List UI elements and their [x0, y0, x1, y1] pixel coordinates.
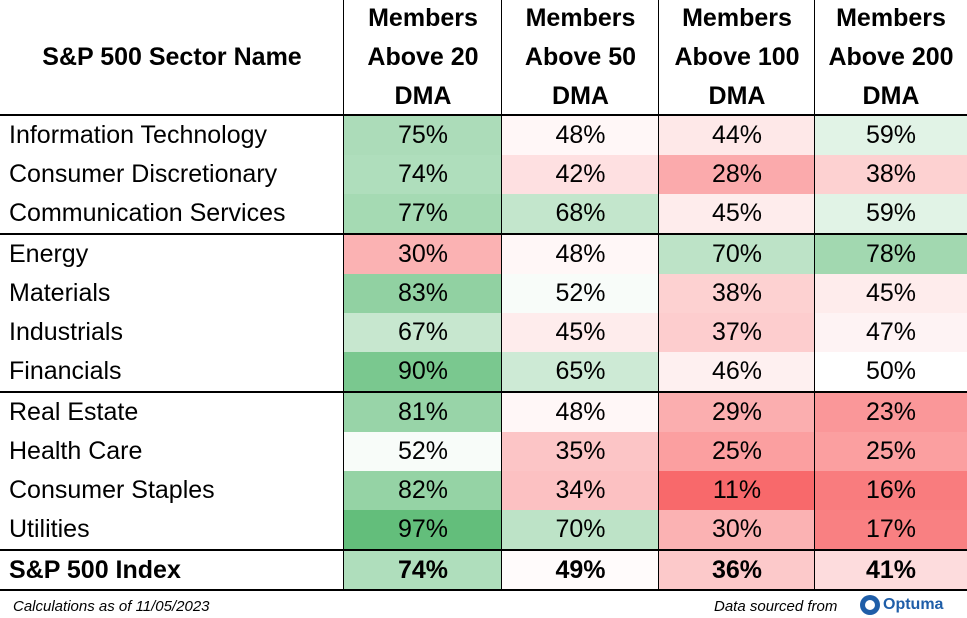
header-column-2: Members Above 50 DMA	[524, 3, 637, 110]
value-cell: 49%	[502, 551, 659, 589]
value-cell: 44%	[659, 116, 815, 155]
value-cell: 29%	[659, 393, 815, 432]
value-cell: 74%	[344, 155, 502, 194]
value-cell: 82%	[344, 471, 502, 510]
group-divider	[0, 233, 967, 235]
value-cell: 35%	[502, 432, 659, 471]
optuma-logo-text: Optuma	[883, 596, 944, 613]
header-sector-name: S&P 500 Sector Name	[42, 42, 302, 71]
value-cell: 37%	[659, 313, 815, 352]
value-cell: 48%	[502, 393, 659, 432]
value-cell: 28%	[659, 155, 815, 194]
value-cell: 67%	[344, 313, 502, 352]
value-cell: 41%	[815, 551, 967, 589]
sector-name: Communication Services	[9, 199, 286, 227]
column-divider	[814, 0, 815, 590]
data-source-note: Data sourced from	[714, 598, 838, 615]
sector-name: Real Estate	[9, 398, 139, 426]
sector-name: Consumer Staples	[9, 476, 215, 504]
value-cell: 68%	[502, 194, 659, 233]
value-cell: 70%	[659, 235, 815, 274]
value-cell: 75%	[344, 116, 502, 155]
sector-name: Consumer Discretionary	[9, 160, 278, 188]
sector-name: Materials	[9, 279, 111, 307]
sector-name: Industrials	[9, 318, 123, 346]
value-cell: 65%	[502, 352, 659, 391]
value-cell: 25%	[815, 432, 967, 471]
value-cell: 45%	[502, 313, 659, 352]
header-column-3: Members Above 100 DMA	[674, 3, 800, 110]
value-cell: 42%	[502, 155, 659, 194]
value-cell: 38%	[659, 274, 815, 313]
value-cell: 52%	[502, 274, 659, 313]
value-cell: 11%	[659, 471, 815, 510]
value-cell: 30%	[344, 235, 502, 274]
optuma-logo-icon	[860, 595, 880, 615]
value-cell: 81%	[344, 393, 502, 432]
header-column-4: Members Above 200 DMA	[828, 3, 954, 110]
optuma-logo: Optuma	[860, 595, 943, 615]
group-divider	[0, 391, 967, 393]
value-cell: 48%	[502, 235, 659, 274]
table-bottom-border	[0, 589, 967, 591]
value-cell: 23%	[815, 393, 967, 432]
header-column-1: Members Above 20 DMA	[367, 3, 479, 110]
column-divider	[501, 0, 502, 590]
value-cell: 47%	[815, 313, 967, 352]
sector-name: Utilities	[9, 515, 90, 543]
value-cell: 90%	[344, 352, 502, 391]
value-cell: 83%	[344, 274, 502, 313]
value-cell: 50%	[815, 352, 967, 391]
value-cell: 34%	[502, 471, 659, 510]
value-cell: 59%	[815, 194, 967, 233]
value-cell: 36%	[659, 551, 815, 589]
value-cell: 45%	[815, 274, 967, 313]
value-cell: 48%	[502, 116, 659, 155]
value-cell: 16%	[815, 471, 967, 510]
value-cell: 77%	[344, 194, 502, 233]
value-cell: 97%	[344, 510, 502, 549]
sector-name: Health Care	[9, 437, 143, 465]
sector-name: Financials	[9, 357, 122, 385]
sector-name: Energy	[9, 240, 89, 268]
value-cell: 25%	[659, 432, 815, 471]
value-cell: 38%	[815, 155, 967, 194]
sector-name: Information Technology	[9, 121, 268, 149]
value-cell: 59%	[815, 116, 967, 155]
value-cell: 46%	[659, 352, 815, 391]
value-cell: 45%	[659, 194, 815, 233]
index-name: S&P 500 Index	[9, 555, 181, 584]
column-divider	[343, 0, 344, 590]
column-divider	[658, 0, 659, 590]
header-divider	[0, 114, 967, 116]
total-divider	[0, 549, 967, 551]
value-cell: 30%	[659, 510, 815, 549]
calculation-date-note: Calculations as of 11/05/2023	[13, 598, 210, 615]
value-cell: 74%	[344, 551, 502, 589]
value-cell: 70%	[502, 510, 659, 549]
value-cell: 52%	[344, 432, 502, 471]
value-cell: 78%	[815, 235, 967, 274]
value-cell: 17%	[815, 510, 967, 549]
